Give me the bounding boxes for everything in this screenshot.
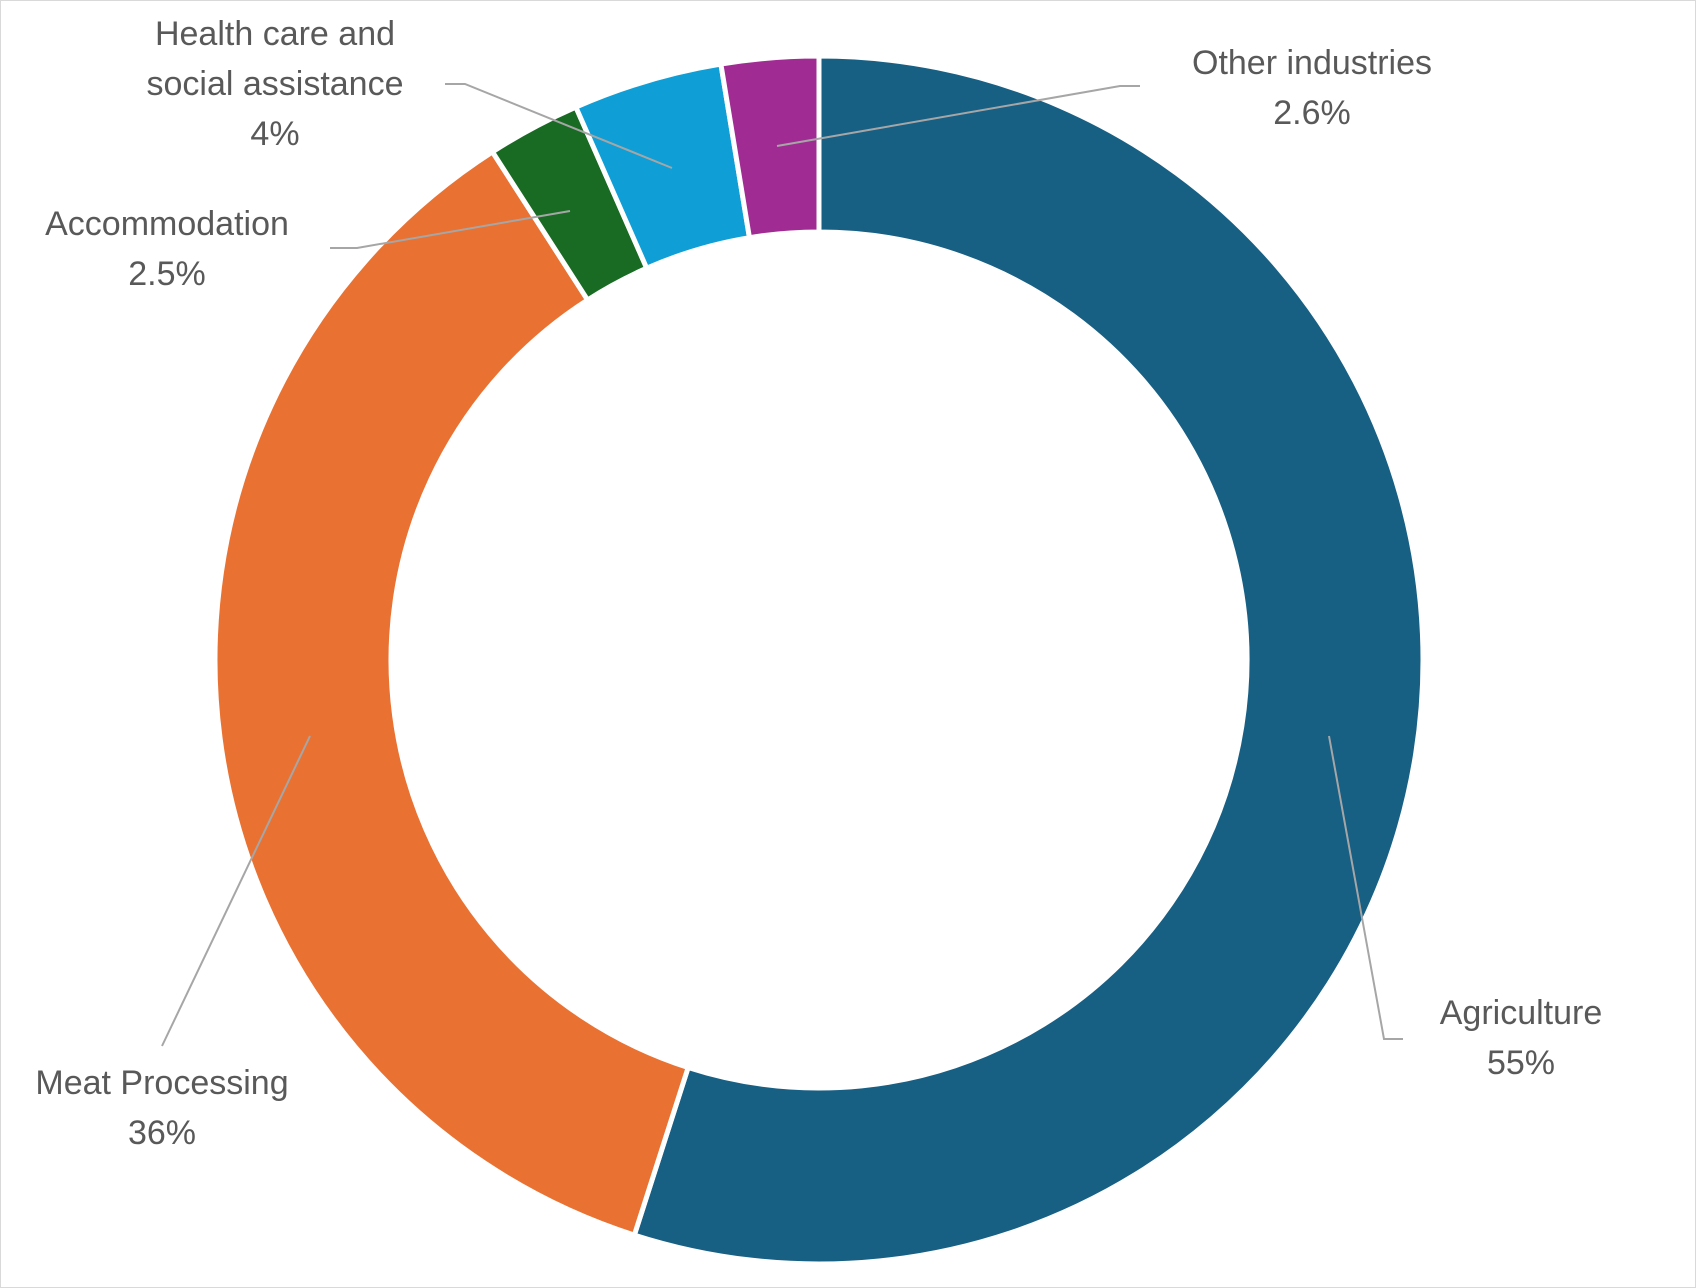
value-label-accommodation: 2.5% [128, 255, 206, 293]
leader-line-agriculture [1328, 735, 1403, 1040]
slice-agriculture [631, 53, 1426, 1267]
category-label-accommodation: Accommodation [45, 205, 289, 243]
category-label-health-care-and-social-assistance: Health care and [155, 15, 395, 53]
slice-meat-processing [212, 148, 692, 1239]
category-label-other-industries: Other industries [1192, 44, 1432, 82]
value-label-other-industries: 2.6% [1273, 94, 1351, 132]
leader-line-health-care-and-social-assistance [445, 83, 673, 169]
value-label-agriculture: 55% [1487, 1044, 1555, 1082]
category-label-agriculture: Agriculture [1440, 994, 1603, 1032]
leader-line-accommodation [330, 210, 571, 249]
value-label-health-care-and-social-assistance: 4% [250, 115, 299, 153]
data-labels: Agriculture 55% Meat Processing 36% Accommod… [35, 15, 1602, 1152]
slice-other-industries [717, 53, 822, 241]
leader-line-other-industries [776, 85, 1140, 147]
category-label-meat-processing: Meat Processing [35, 1064, 288, 1102]
leader-line-meat-processing [161, 735, 311, 1047]
donut-slices [212, 53, 1426, 1267]
leader-lines [161, 83, 1403, 1047]
category-label-health-care-and-social-assistance: social assistance [146, 65, 403, 103]
value-label-meat-processing: 36% [128, 1114, 196, 1152]
